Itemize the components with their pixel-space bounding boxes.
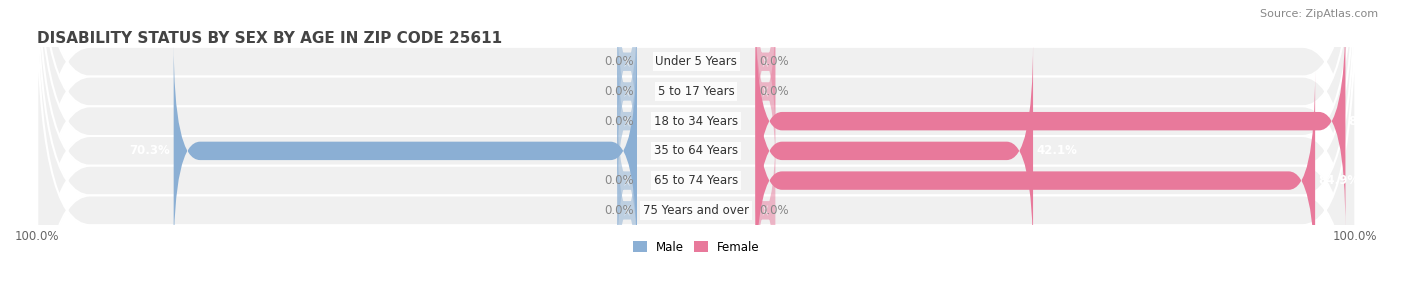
Text: 0.0%: 0.0% <box>759 55 789 68</box>
FancyBboxPatch shape <box>755 130 775 290</box>
FancyBboxPatch shape <box>755 0 775 142</box>
Text: 0.0%: 0.0% <box>605 174 634 187</box>
Text: 0.0%: 0.0% <box>759 204 789 217</box>
Text: Source: ZipAtlas.com: Source: ZipAtlas.com <box>1260 9 1378 19</box>
FancyBboxPatch shape <box>617 12 637 171</box>
FancyBboxPatch shape <box>37 0 1355 304</box>
Text: 5 to 17 Years: 5 to 17 Years <box>658 85 735 98</box>
FancyBboxPatch shape <box>37 0 1355 304</box>
FancyBboxPatch shape <box>617 41 637 201</box>
Text: 0.0%: 0.0% <box>605 55 634 68</box>
FancyBboxPatch shape <box>617 0 637 142</box>
Text: 65 to 74 Years: 65 to 74 Years <box>654 174 738 187</box>
FancyBboxPatch shape <box>755 71 1315 290</box>
Text: 0.0%: 0.0% <box>605 204 634 217</box>
Text: 42.1%: 42.1% <box>1036 144 1077 157</box>
FancyBboxPatch shape <box>174 41 637 261</box>
FancyBboxPatch shape <box>37 0 1355 304</box>
FancyBboxPatch shape <box>755 41 1033 261</box>
Text: Under 5 Years: Under 5 Years <box>655 55 737 68</box>
FancyBboxPatch shape <box>37 0 1355 285</box>
Text: 18 to 34 Years: 18 to 34 Years <box>654 115 738 128</box>
Text: 70.3%: 70.3% <box>129 144 170 157</box>
Text: 0.0%: 0.0% <box>759 85 789 98</box>
FancyBboxPatch shape <box>37 0 1355 304</box>
Legend: Male, Female: Male, Female <box>628 236 765 258</box>
FancyBboxPatch shape <box>617 101 637 261</box>
Text: 35 to 64 Years: 35 to 64 Years <box>654 144 738 157</box>
FancyBboxPatch shape <box>37 0 1355 304</box>
FancyBboxPatch shape <box>755 12 1346 231</box>
Text: 84.9%: 84.9% <box>1319 174 1360 187</box>
FancyBboxPatch shape <box>755 12 775 171</box>
Text: 89.5%: 89.5% <box>1348 115 1391 128</box>
Text: 0.0%: 0.0% <box>605 85 634 98</box>
Text: 75 Years and over: 75 Years and over <box>644 204 749 217</box>
FancyBboxPatch shape <box>617 130 637 290</box>
Text: 0.0%: 0.0% <box>605 115 634 128</box>
Text: DISABILITY STATUS BY SEX BY AGE IN ZIP CODE 25611: DISABILITY STATUS BY SEX BY AGE IN ZIP C… <box>37 31 502 46</box>
